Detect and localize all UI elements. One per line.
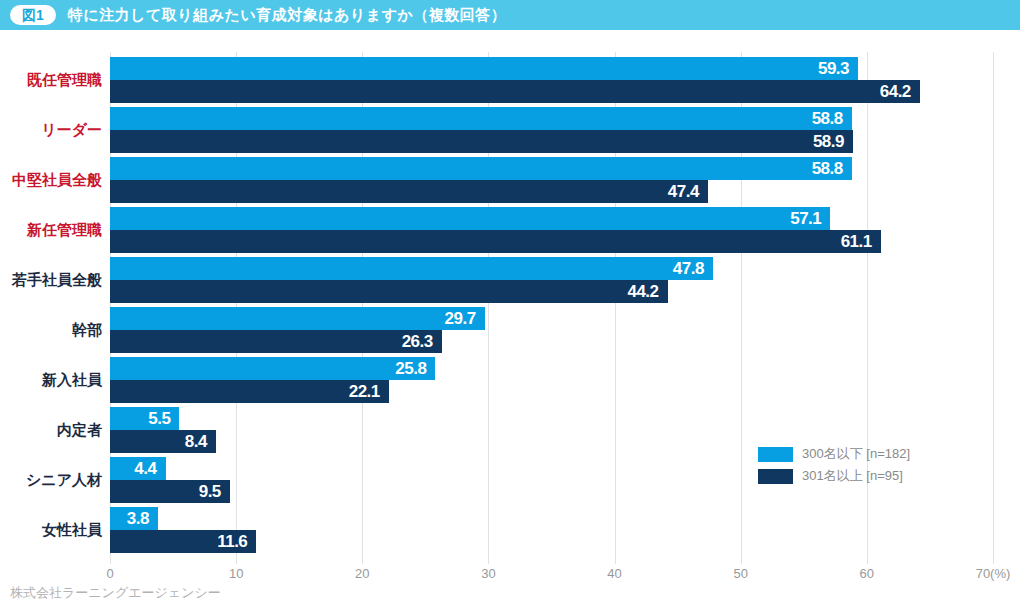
bar-value-label: 57.1 (790, 207, 821, 230)
bar-value-label: 26.3 (402, 330, 433, 353)
bar-value-label: 59.3 (818, 57, 849, 80)
legend-label: 300名以下 [n=182] (802, 445, 910, 463)
category-label: 新任管理職 (0, 207, 102, 253)
bar-value-label: 58.8 (812, 157, 843, 180)
bar-segment: 44.2 (110, 280, 668, 303)
x-tick-label: 50 (733, 566, 747, 581)
legend-row: 301名以上 [n=95] (758, 465, 910, 487)
legend-row: 300名以下 [n=182] (758, 443, 910, 465)
legend-swatch (758, 447, 793, 462)
bar-segment: 26.3 (110, 330, 442, 353)
x-tick-label: 40 (607, 566, 621, 581)
bar-value-label: 5.5 (148, 407, 170, 430)
gridline (867, 52, 868, 564)
legend-swatch (758, 469, 793, 484)
category-label: リーダー (0, 107, 102, 153)
bar-segment: 64.2 (110, 80, 920, 103)
bar-value-label: 47.4 (668, 180, 699, 203)
bar-value-label: 3.8 (127, 507, 149, 530)
plot-area: 010203040506070(%)既任管理職59.364.2リーダー58.85… (0, 0, 1020, 606)
category-label: 内定者 (0, 407, 102, 453)
bar-segment: 5.5 (110, 407, 179, 430)
category-label: 既任管理職 (0, 57, 102, 103)
bar-value-label: 58.9 (813, 130, 844, 153)
bar-value-label: 25.8 (395, 357, 426, 380)
category-label: 新入社員 (0, 357, 102, 403)
x-tick-label: 0 (106, 566, 113, 581)
bar-segment: 59.3 (110, 57, 858, 80)
bar-segment: 9.5 (110, 480, 230, 503)
bar-value-label: 8.4 (185, 430, 207, 453)
bar-value-label: 64.2 (880, 80, 911, 103)
bar-segment: 47.4 (110, 180, 708, 203)
bar-segment: 3.8 (110, 507, 158, 530)
bar-segment: 22.1 (110, 380, 389, 403)
bar-segment: 58.9 (110, 130, 853, 153)
x-tick-label: 30 (481, 566, 495, 581)
bar-value-label: 9.5 (199, 480, 221, 503)
bar-segment: 57.1 (110, 207, 830, 230)
category-label: 若手社員全般 (0, 257, 102, 303)
bar-segment: 29.7 (110, 307, 485, 330)
category-label: 女性社員 (0, 507, 102, 553)
bar-value-label: 44.2 (627, 280, 658, 303)
gridline (993, 52, 994, 564)
x-tick-label: 20 (355, 566, 369, 581)
bar-segment: 47.8 (110, 257, 713, 280)
bar-value-label: 4.4 (134, 457, 156, 480)
category-label: 幹部 (0, 307, 102, 353)
x-tick-label: 10 (229, 566, 243, 581)
bar-segment: 61.1 (110, 230, 881, 253)
bar-segment: 58.8 (110, 157, 852, 180)
bar-value-label: 22.1 (349, 380, 380, 403)
bar-segment: 25.8 (110, 357, 435, 380)
x-tick-label: 60 (860, 566, 874, 581)
bar-segment: 58.8 (110, 107, 852, 130)
bar-segment: 11.6 (110, 530, 256, 553)
bar-value-label: 47.8 (673, 257, 704, 280)
bar-value-label: 58.8 (812, 107, 843, 130)
bar-value-label: 11.6 (217, 530, 247, 553)
category-label: シニア人材 (0, 457, 102, 503)
source-company: 株式会社ラーニングエージェンシー (10, 584, 221, 602)
bar-value-label: 61.1 (841, 230, 872, 253)
legend: 300名以下 [n=182] 301名以上 [n=95] (758, 443, 910, 487)
chart-canvas: 図1 特に注力して取り組みたい育成対象はありますか（複数回答） 01020304… (0, 0, 1020, 606)
bar-segment: 8.4 (110, 430, 216, 453)
x-tick-label: 70(%) (976, 566, 1011, 581)
legend-label: 301名以上 [n=95] (802, 467, 903, 485)
category-label: 中堅社員全般 (0, 157, 102, 203)
bar-segment: 4.4 (110, 457, 166, 480)
bar-value-label: 29.7 (445, 307, 476, 330)
